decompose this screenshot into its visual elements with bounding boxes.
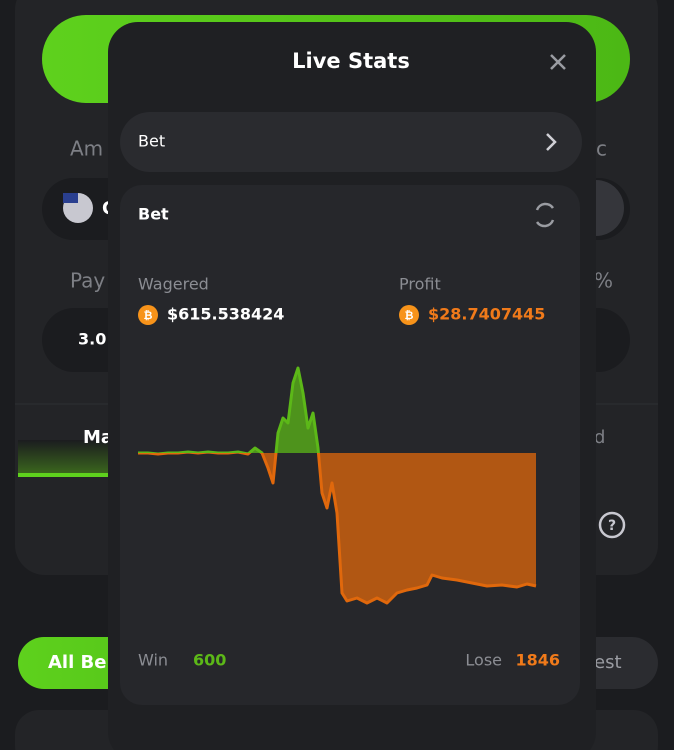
select[interactable] [120, 112, 582, 172]
card-title: Bet [138, 205, 169, 224]
btc-icon [138, 305, 158, 325]
tab-underline [18, 473, 108, 477]
payout: 3.0 [78, 330, 106, 349]
label: c [596, 137, 607, 161]
btc-icon: ₿ [405, 309, 414, 322]
label: % [594, 269, 613, 293]
close-button[interactable] [550, 54, 566, 70]
profit-chart [138, 366, 537, 605]
refresh-icon[interactable] [535, 202, 555, 228]
modal-title: Live Stats [292, 49, 410, 73]
label: Pay [70, 269, 105, 293]
btc-icon: ₿ [144, 309, 153, 322]
profit-line [138, 453, 537, 605]
stats-card [120, 185, 580, 705]
filter: est [594, 652, 622, 673]
help-icon[interactable] [598, 511, 626, 539]
stat-value: $28.7407445 [428, 305, 545, 324]
select-value: Bet [138, 132, 165, 151]
flag-icon [63, 193, 78, 203]
btc-icon [399, 305, 419, 325]
label: Am [70, 137, 103, 161]
stat-label: Lose [465, 651, 502, 670]
tab[interactable]: d [594, 427, 605, 448]
stat-value: $615.538424 [167, 305, 284, 324]
profit-area [138, 453, 536, 603]
chevron [546, 133, 557, 151]
tab[interactable]: Ma [83, 427, 113, 448]
filter: All Be [48, 652, 106, 673]
stat-label: Win [138, 651, 168, 670]
help-icon: ? [608, 518, 616, 534]
win-count: 600 [193, 651, 226, 670]
tab-highlight [18, 440, 108, 475]
profit-line [138, 366, 320, 453]
lose-count: 1846 [515, 651, 560, 670]
stat-label: Profit [399, 275, 441, 294]
stat-label: Wagered [138, 275, 209, 294]
